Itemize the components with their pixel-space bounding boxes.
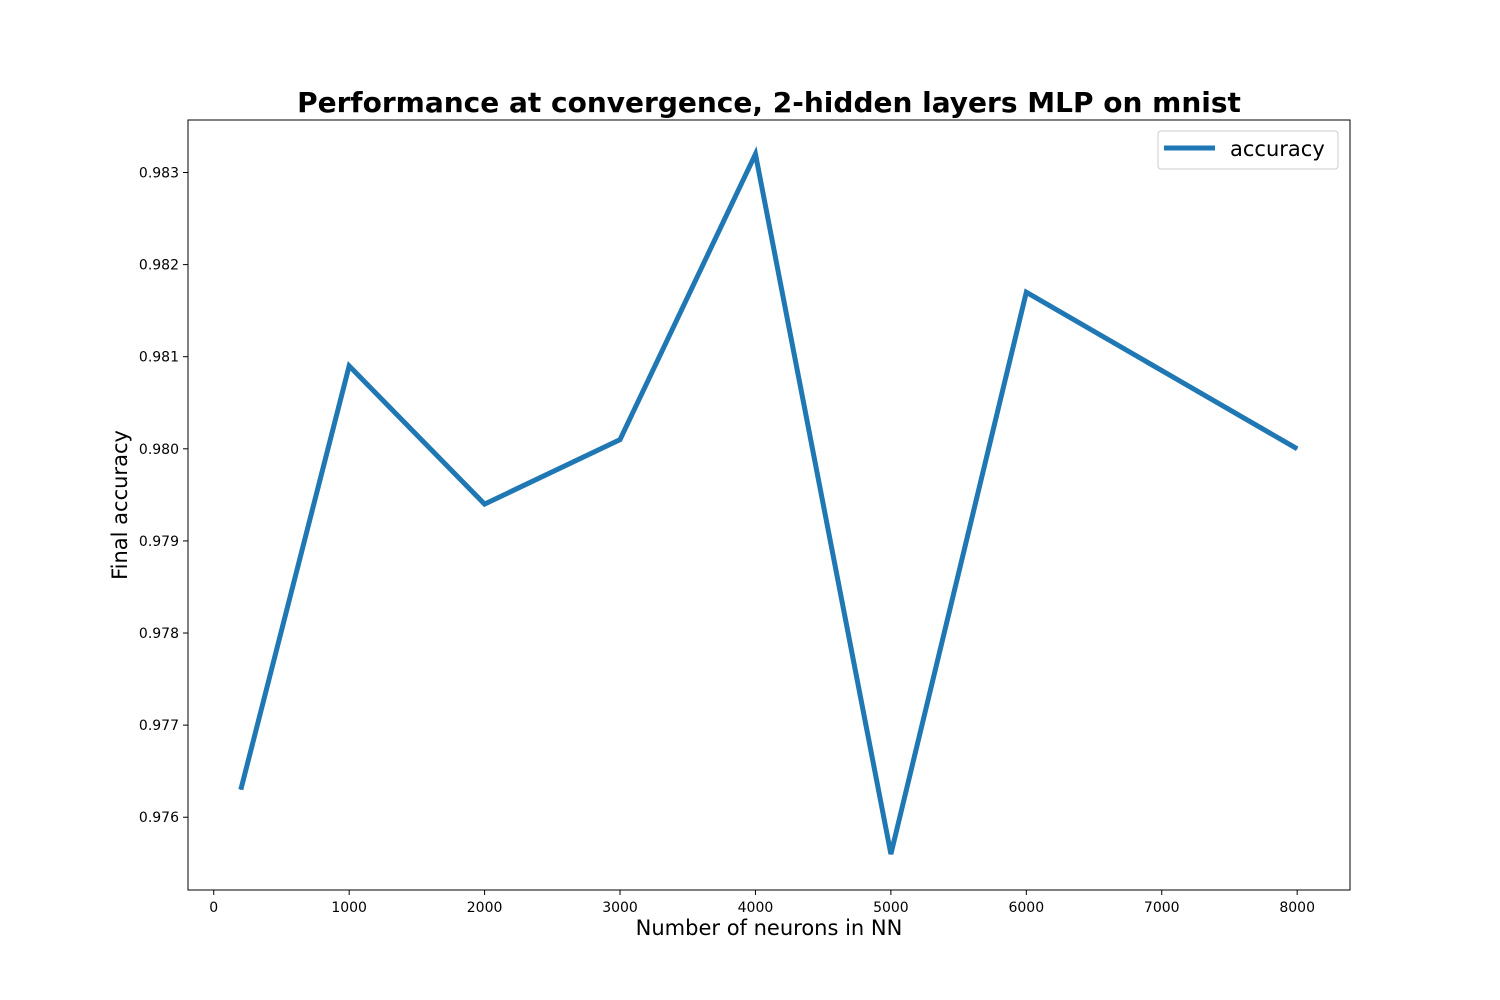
- y-tick-label: 0.983: [139, 166, 179, 182]
- legend-box: [1157, 130, 1339, 170]
- x-tick-label: 7000: [1144, 900, 1180, 916]
- y-tick-label: 0.981: [139, 350, 179, 366]
- x-tick-label: 1000: [331, 900, 367, 916]
- plot-area: [187, 119, 1351, 891]
- y-tick-label: 0.982: [139, 258, 179, 274]
- x-tick-label: 5000: [873, 900, 909, 916]
- data-point: [1296, 448, 1298, 450]
- chart-title: Performance at convergence, 2-hidden lay…: [297, 86, 1241, 119]
- x-tick-label: 8000: [1279, 900, 1315, 916]
- y-tick-label: 0.980: [139, 442, 179, 458]
- data-point: [240, 789, 242, 791]
- x-axis-ticks: 0 1000 2000 3000 4000 5000 6000 7000 8000: [209, 890, 1315, 916]
- y-tick-label: 0.976: [139, 810, 179, 826]
- data-point: [484, 503, 486, 505]
- x-tick-label: 4000: [738, 900, 774, 916]
- series-layer: [238, 146, 1299, 855]
- data-point: [754, 153, 756, 155]
- x-tick-label: 6000: [1008, 900, 1044, 916]
- data-point: [619, 439, 621, 441]
- x-axis-label: Number of neurons in NN: [636, 916, 903, 940]
- data-point: [1025, 291, 1027, 293]
- y-tick-label: 0.977: [139, 718, 179, 734]
- y-axis-label: Final accuracy: [108, 430, 132, 580]
- y-axis-ticks: 0.976 0.977 0.978 0.979 0.980 0.981 0.982 0.983: [139, 166, 188, 826]
- y-tick-label: 0.978: [139, 626, 179, 642]
- legend-label-accuracy: accuracy: [1230, 137, 1325, 161]
- data-point: [890, 853, 892, 855]
- x-tick-label: 3000: [602, 900, 638, 916]
- y-tick-label: 0.979: [139, 534, 179, 550]
- series-line-accuracy: [238, 146, 1299, 855]
- plot-frame: [187, 119, 1351, 891]
- x-tick-label: 2000: [467, 900, 503, 916]
- x-tick-label: 0: [209, 900, 218, 916]
- legend: accuracy: [1157, 130, 1339, 170]
- data-point: [348, 365, 350, 367]
